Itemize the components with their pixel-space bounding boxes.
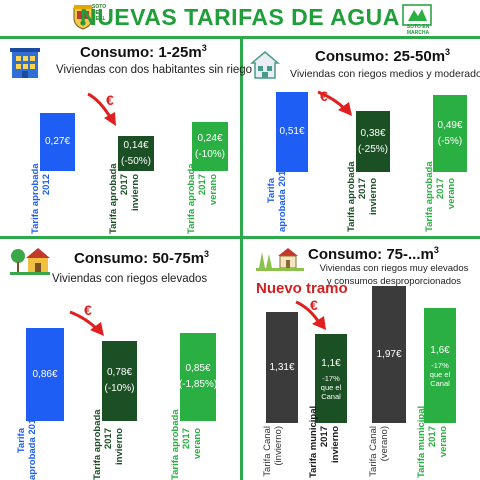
house-icon [249,50,281,85]
house-tree-icon [10,244,50,281]
q3-euro-icon: € [84,302,92,318]
q1-label-2012: Tarifa aprobada 2012 [30,163,52,234]
q3-subtitle: Viviendas con riegos elevados [52,273,208,285]
q4-bar-canal-invierno: 1,31€ [266,312,298,423]
q2-label-2017-invierno: Tarifa aprobada 2017 invierno [346,161,379,232]
q1-bar-2017-invierno: 0,14€ (-50%) [118,136,154,171]
q3-title: Consumo: 50-75m3 [74,249,210,267]
q3-label-2017-invierno: Tarifa aprobada 2017 invierno [92,409,125,480]
q4-label-municipal-verano: Tarifa municipal 2017 verano [416,405,449,478]
q4-label-canal-verano: Tarifa Canal (verano) [368,426,390,477]
q3-bar-2017-verano: 0,85€ (-1,85%) [179,333,217,421]
q1-red-arrow-icon [86,92,120,133]
q2-bar-2012: 0,51€ [276,92,308,172]
q4-subtitle: Viviendas con riegos muy elevados y cons… [319,263,469,287]
q4-title: Consumo: 75-...m3 [308,245,439,263]
q1-label-2017-verano: Tarifa aprobada 2017 verano [186,163,219,234]
building-icon [8,46,42,85]
vertical-divider [240,36,243,480]
q1-label-2017-invierno: Tarifa aprobada 2017 invierno [108,163,141,234]
q4-red-arrow-icon [294,298,332,337]
q3-label-2012: Tarifa aprobada 2012 [16,413,38,480]
q2-label-2012: Tarifa aprobada 2012 [266,165,288,232]
q2-red-arrow-icon [316,88,356,123]
q4-bar-canal-verano: 1,97€ [372,286,406,423]
logo-right-text: SOTO EN MARCHA [406,24,430,36]
q4-label-canal-invierno: Tarifa Canal (invierno) [262,426,284,477]
q4-label-municipal-invierno: Tarifa municipal 2017 invierno [308,405,341,478]
q2-euro-icon: € [320,88,328,104]
q3-label-2017-verano: Tarifa aprobada 2017 verano [170,409,203,480]
q2-bar-2017-invierno: 0,38€ (-25%) [356,111,390,172]
q1-bar-2017-verano: 0,24€ (-10%) [192,122,228,171]
q2-bar-2017-verano: 0,49€ (-5%) [433,95,467,172]
q4-bar-municipal-verano: 1,6€ -17% que el Canal [424,308,456,423]
new-tier-label: Nuevo tramo [256,280,348,297]
q2-title: Consumo: 25-50m3 [315,47,451,65]
page-title: NUEVAS TARIFAS DE AGUA [80,4,400,30]
q3-bar-2017-invierno: 0,78€ (-10%) [102,341,137,421]
q2-subtitle: Viviendas con riegos medios y moderados [290,68,480,80]
q1-title: Consumo: 1-25m3 [80,43,207,61]
q1-bar-2012: 0,27€ [40,113,75,171]
q3-red-arrow-icon [68,308,108,343]
q1-subtitle: Viviendas con dos habitantes sin riego [56,64,253,76]
soto-en-marcha-logo [402,4,432,34]
garden-house-icon [256,244,304,277]
q4-euro-icon: € [310,297,318,313]
logo-left-text: SOTO DEL REAL [92,4,107,22]
q3-bar-2012: 0,86€ [26,328,64,421]
municipal-coat-of-arms-logo [72,4,94,30]
q2-label-2017-verano: Tarifa aprobada 2017 verano [424,161,457,232]
q1-euro-icon: € [106,92,114,108]
q4-bar-municipal-invierno: 1,1€ -17% que el Canal [315,334,347,423]
